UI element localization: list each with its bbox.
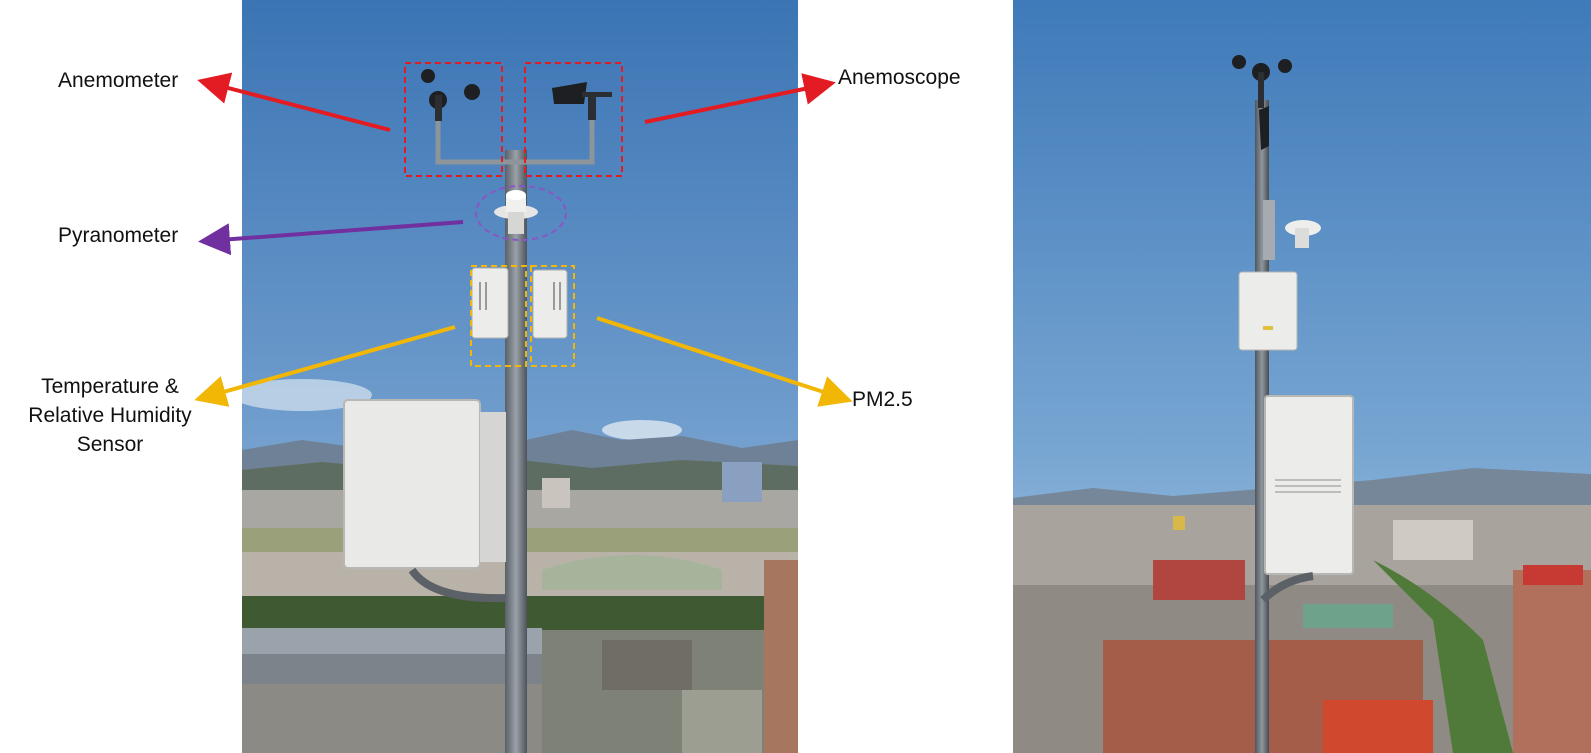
temperature-label-line-3: Sensor xyxy=(76,433,144,456)
temperature-humidity-label: Temperature & Relative Humidity Sensor xyxy=(10,372,210,459)
anemometer-label: Anemometer xyxy=(58,69,179,92)
weather-station-photo-side xyxy=(1013,0,1591,753)
pyranometer-label: Pyranometer xyxy=(58,224,179,247)
temperature-label-line-2: Relative Humidity xyxy=(28,404,192,427)
pm25-label: PM2.5 xyxy=(852,388,913,411)
temperature-label-line-1: Temperature & xyxy=(41,375,179,398)
anemoscope-label: Anemoscope xyxy=(838,66,961,89)
weather-station-photo-front xyxy=(242,0,798,753)
